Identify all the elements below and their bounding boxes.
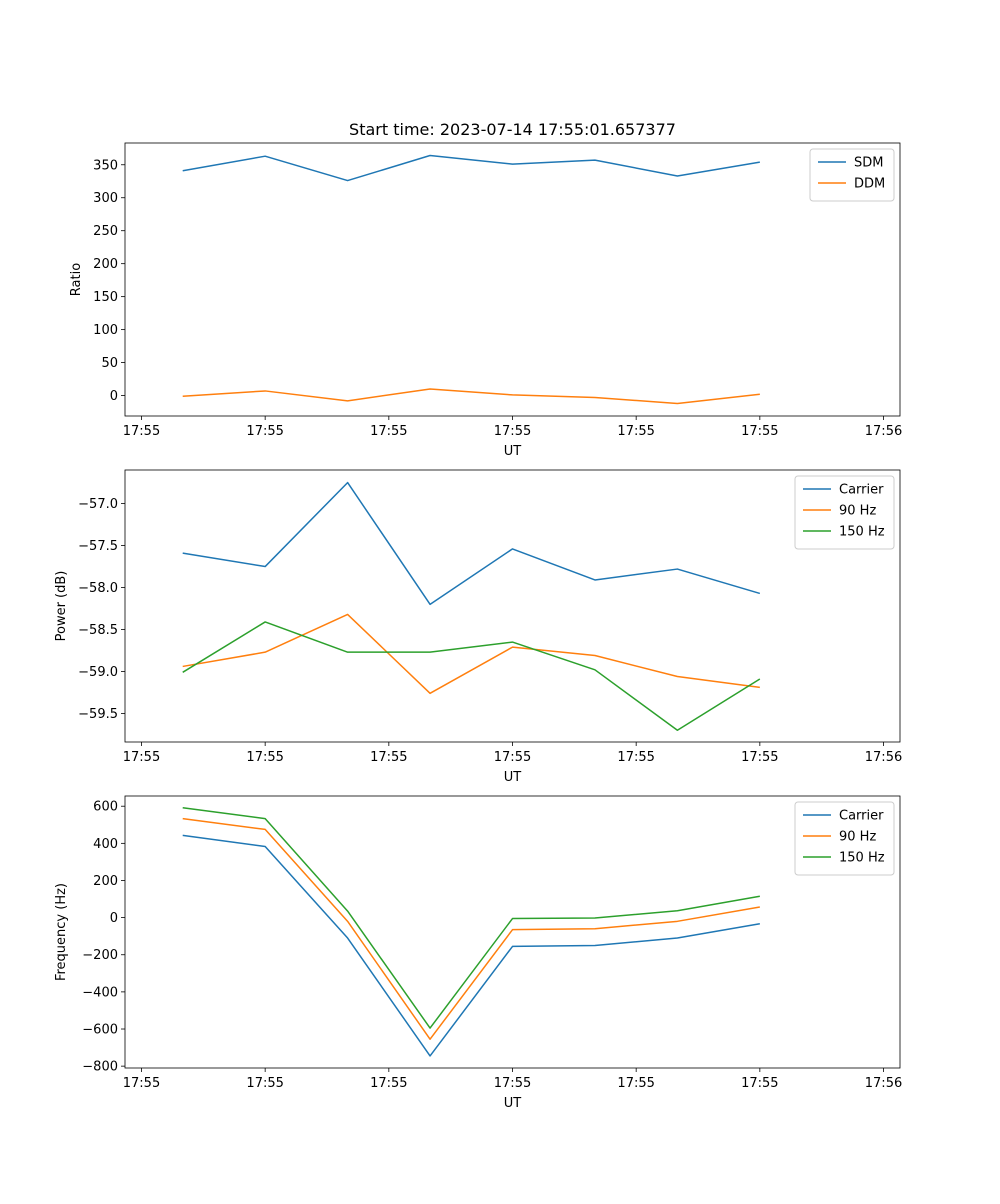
y-tick-label: −57.0 <box>78 497 118 512</box>
y-tick-label: −58.0 <box>78 581 118 596</box>
y-axis-label: Ratio <box>69 263 84 296</box>
x-tick-label: 17:55 <box>370 1076 407 1091</box>
y-tick-label: 200 <box>93 874 118 889</box>
y-tick-label: 600 <box>93 800 118 815</box>
y-tick-label: 250 <box>93 224 118 239</box>
legend-label: 90 Hz <box>839 504 876 519</box>
legend: Carrier 90 Hz 150 Hz <box>794 801 895 876</box>
chart-panel-3: 17:55 17:55 17:55 17:55 17:55 17:55 17:56 −800 −… <box>54 795 902 1111</box>
legend-label: Carrier <box>839 809 884 824</box>
x-tick-label: 17:55 <box>246 1076 283 1091</box>
x-tick-label: 17:55 <box>246 750 283 765</box>
chart-panel-2: 17:55 17:55 17:55 17:55 17:55 17:55 17:56 −59.5… <box>54 469 902 785</box>
x-tick-label: 17:55 <box>246 424 283 439</box>
x-tick-label: 17:55 <box>617 750 654 765</box>
y-tick-label: −800 <box>82 1060 118 1075</box>
y-tick-label: 150 <box>93 290 118 305</box>
x-tick-label: 17:55 <box>494 1076 531 1091</box>
series-line-carrier <box>182 481 761 606</box>
y-tick-label: 0 <box>110 389 118 404</box>
series-line-150-hz <box>182 621 761 731</box>
y-tick-label: 100 <box>93 323 118 338</box>
legend-label: 150 Hz <box>839 851 885 866</box>
y-tick-label: −600 <box>82 1023 118 1038</box>
y-tick-label: −59.5 <box>78 707 118 722</box>
y-tick-label: 400 <box>93 837 118 852</box>
y-tick-label: 300 <box>93 191 118 206</box>
series-line-90-hz <box>182 613 760 695</box>
legend: SDM DDM <box>809 148 895 202</box>
y-tick-label: −57.5 <box>78 539 118 554</box>
x-tick-label: 17:55 <box>123 1076 160 1091</box>
legend: Carrier 90 Hz 150 Hz <box>794 475 895 550</box>
x-tick-label: 17:55 <box>123 750 160 765</box>
chart-panel-1: 17:55 17:55 17:55 17:55 17:55 17:55 17:56 0 50 10… <box>69 142 902 459</box>
y-tick-label: 0 <box>110 911 118 926</box>
series-line-150-hz <box>182 806 760 1029</box>
y-tick-label: −400 <box>82 985 118 1000</box>
x-tick-label: 17:55 <box>370 424 407 439</box>
legend-label: 150 Hz <box>839 525 885 540</box>
y-tick-label: 200 <box>93 257 118 272</box>
x-tick-label: 17:55 <box>617 424 654 439</box>
x-tick-label: 17:55 <box>741 1076 778 1091</box>
series-line-sdm <box>182 154 760 182</box>
x-tick-label: 17:56 <box>865 1076 902 1091</box>
legend-label: Carrier <box>839 483 884 498</box>
axes-frame <box>124 142 901 417</box>
x-axis-label: UT <box>504 1096 522 1111</box>
legend-label: 90 Hz <box>839 830 876 845</box>
x-tick-label: 17:55 <box>741 750 778 765</box>
series-line-90-hz <box>182 817 760 1040</box>
x-tick-label: 17:55 <box>494 424 531 439</box>
axes-frame <box>124 795 901 1069</box>
x-axis-label: UT <box>504 770 522 785</box>
x-tick-label: 17:56 <box>865 750 902 765</box>
x-tick-label: 17:55 <box>123 424 160 439</box>
x-tick-label: 17:55 <box>494 750 531 765</box>
y-axis-label: Power (dB) <box>54 571 69 642</box>
figure-title: Start time: 2023-07-14 17:55:01.657377 <box>349 120 676 139</box>
y-tick-label: −58.5 <box>78 623 118 638</box>
x-tick-label: 17:55 <box>741 424 778 439</box>
y-tick-label: 50 <box>101 356 118 371</box>
x-tick-label: 17:56 <box>865 424 902 439</box>
y-axis-label: Frequency (Hz) <box>54 883 69 981</box>
series-line-carrier <box>182 834 760 1057</box>
series-line-ddm <box>182 388 760 405</box>
x-tick-label: 17:55 <box>370 750 407 765</box>
legend-label: DDM <box>854 177 885 192</box>
y-tick-label: 350 <box>93 158 118 173</box>
axes-frame <box>124 469 901 743</box>
y-tick-label: −200 <box>82 948 118 963</box>
x-tick-label: 17:55 <box>617 1076 654 1091</box>
y-tick-label: −59.0 <box>78 665 118 680</box>
legend-label: SDM <box>854 156 883 171</box>
x-axis-label: UT <box>504 444 522 459</box>
